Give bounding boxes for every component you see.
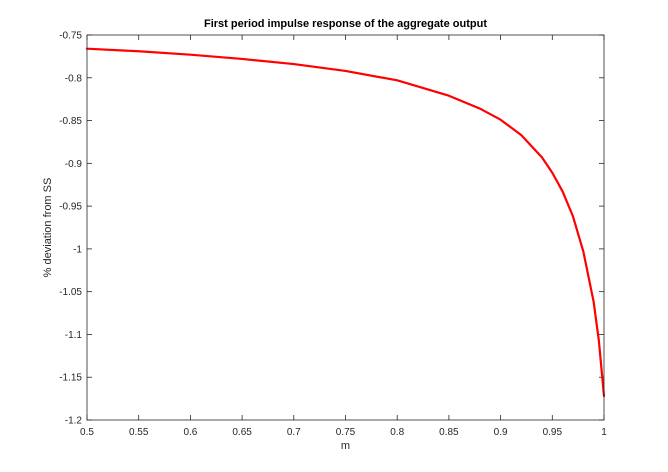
y-tick-label: -0.85 bbox=[59, 116, 82, 127]
chart-title: First period impulse response of the agg… bbox=[204, 18, 487, 30]
x-tick-label: 0.55 bbox=[129, 427, 149, 438]
y-tick-label: -1 bbox=[73, 244, 82, 255]
series-line bbox=[85, 47, 606, 398]
x-ticks: 0.5 0.55 0.6 0.65 0.7 0.75 0.8 0.85 0.9 0.95 1 bbox=[80, 35, 607, 438]
x-tick-label: 0.6 bbox=[183, 427, 197, 438]
x-tick-label: 0.85 bbox=[439, 427, 459, 438]
x-tick-label: 0.8 bbox=[390, 427, 404, 438]
x-tick-label: 0.75 bbox=[336, 427, 356, 438]
plot-box bbox=[86, 34, 605, 421]
y-tick-label: -0.75 bbox=[59, 31, 82, 42]
plot-area bbox=[87, 35, 604, 420]
y-tick-label: -1.05 bbox=[59, 287, 82, 298]
y-axis-label: % deviation from SS bbox=[42, 178, 54, 278]
y-tick-label: -0.95 bbox=[59, 202, 82, 213]
x-tick-label: 1 bbox=[601, 427, 607, 438]
series-layer bbox=[85, 47, 606, 398]
x-tick-label: 0.7 bbox=[287, 427, 301, 438]
y-tick-label: -0.9 bbox=[65, 159, 83, 170]
x-tick-label: 0.9 bbox=[494, 427, 508, 438]
x-axis-label: m bbox=[341, 440, 350, 452]
y-tick-label: -1.2 bbox=[65, 416, 83, 427]
y-tick-label: -0.8 bbox=[65, 73, 83, 84]
x-tick-label: 0.5 bbox=[80, 427, 94, 438]
y-tick-label: -1.15 bbox=[59, 373, 82, 384]
x-tick-label: 0.65 bbox=[232, 427, 252, 438]
y-tick-label: -1.1 bbox=[65, 330, 83, 341]
x-tick-label: 0.95 bbox=[543, 427, 563, 438]
y-ticks: -0.75 -0.8 -0.85 -0.9 -0.95 -1 -1.05 -1.1 -1.15 -… bbox=[59, 31, 604, 427]
